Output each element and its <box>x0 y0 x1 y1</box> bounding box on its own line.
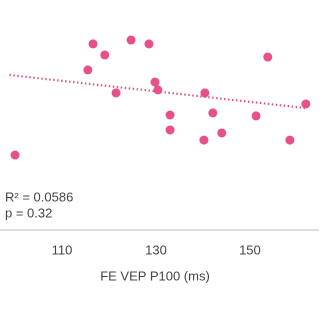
point <box>208 108 218 118</box>
point <box>88 39 98 49</box>
point <box>10 150 20 160</box>
point <box>165 125 175 135</box>
point <box>153 85 163 95</box>
point <box>165 110 175 120</box>
point <box>83 65 93 75</box>
point <box>126 35 136 45</box>
x-tick-label: 130 <box>145 242 167 257</box>
annotation: R² = 0.0586 <box>5 189 73 204</box>
point <box>301 99 311 109</box>
point <box>100 50 110 60</box>
point <box>217 128 227 138</box>
x-axis-label: FE VEP P100 (ms) <box>100 268 210 283</box>
point <box>263 52 273 62</box>
point <box>251 111 261 121</box>
point <box>150 77 160 87</box>
point <box>285 135 295 145</box>
annotation: p = 0.32 <box>5 205 52 220</box>
x-tick-label: 150 <box>239 242 261 257</box>
point <box>144 39 154 49</box>
point <box>111 88 121 98</box>
x-tick-label: 110 <box>52 242 73 257</box>
point <box>199 135 209 145</box>
point <box>200 88 210 98</box>
